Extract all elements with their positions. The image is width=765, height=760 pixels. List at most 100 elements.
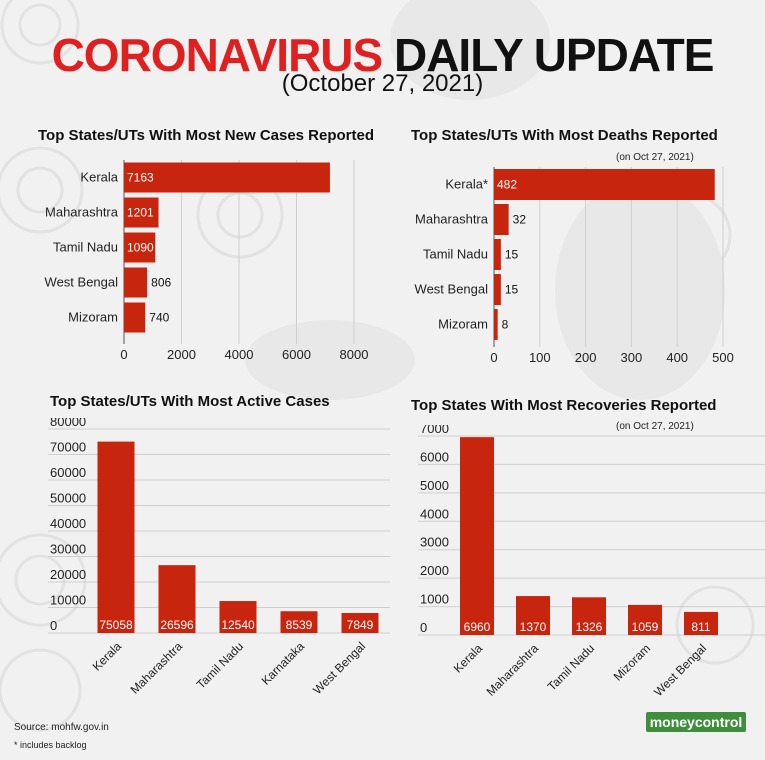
data-label: 806 — [151, 276, 171, 290]
y-tick-label: 10000 — [50, 593, 86, 608]
data-label: 12540 — [221, 618, 255, 632]
x-tick-label: 6000 — [282, 347, 311, 362]
y-tick-label: 0 — [420, 620, 427, 635]
y-tick-label: 50000 — [50, 491, 86, 506]
x-tick-label: 0 — [120, 347, 127, 362]
x-tick-label: 500 — [712, 350, 734, 365]
category-label: West Bengal — [651, 641, 709, 699]
category-label: Tamil Nadu — [545, 641, 597, 693]
data-label: 1326 — [576, 620, 603, 634]
chart-recoveries: 0 1000 2000 3000 4000 5000 6000 7000 6960 Kerala 1… — [418, 425, 765, 699]
x-tick-label: 0 — [490, 350, 497, 365]
data-label: 7849 — [347, 618, 374, 632]
bar — [124, 197, 159, 228]
category-label: Mizoram — [611, 641, 653, 683]
y-tick-label: 6000 — [420, 449, 449, 464]
data-label: 8 — [502, 318, 509, 332]
bar — [124, 267, 148, 298]
chart-deaths-title: Top States/UTs With Most Deaths Reported — [411, 127, 718, 144]
data-label: 1059 — [632, 620, 659, 634]
category-label: Tamil Nadu — [423, 247, 488, 262]
data-label: 75058 — [99, 618, 133, 632]
category-label: Kerala — [451, 641, 486, 676]
bar — [97, 441, 135, 633]
data-label: 32 — [513, 213, 527, 227]
data-label: 26596 — [160, 618, 194, 632]
y-tick-label: 2000 — [420, 563, 449, 578]
data-label: 15 — [505, 283, 519, 297]
bar — [460, 437, 494, 635]
category-label: Mizoram — [438, 317, 488, 332]
y-tick-label: 80000 — [50, 418, 86, 429]
category-label: West Bengal — [415, 282, 489, 297]
category-label: Maharashtra — [128, 639, 186, 697]
y-tick-label: 4000 — [420, 506, 449, 521]
y-tick-label: 20000 — [50, 567, 86, 582]
category-label: Kerala — [90, 639, 125, 674]
x-tick-label: 200 — [575, 350, 597, 365]
y-tick-label: 5000 — [420, 478, 449, 493]
bar — [158, 565, 196, 633]
data-label: 482 — [497, 178, 517, 192]
bar — [219, 601, 257, 633]
y-tick-label: 30000 — [50, 542, 86, 557]
x-tick-label: 2000 — [167, 347, 196, 362]
y-tick-label: 1000 — [420, 592, 449, 607]
chart-new-cases-title: Top States/UTs With Most New Cases Repor… — [38, 127, 375, 144]
bar — [341, 612, 379, 633]
y-tick-label: 7000 — [420, 425, 449, 436]
data-label: 740 — [149, 311, 169, 325]
bar — [494, 204, 509, 235]
category-label: Maharashtra — [484, 641, 542, 699]
page-title: CORONAVIRUS DAILY UPDATE — [0, 28, 765, 82]
category-label: Maharashtra — [415, 212, 489, 227]
title-red-part: CORONAVIRUS — [51, 29, 384, 81]
bar — [124, 302, 146, 333]
chart-active-title: Top States/UTs With Most Active Cases — [50, 393, 330, 410]
moneycontrol-logo: moneycontrol — [646, 712, 746, 732]
y-tick-label: 40000 — [50, 516, 86, 531]
data-label: 15 — [505, 248, 519, 262]
x-tick-label: 8000 — [340, 347, 369, 362]
chart-new-cases: 0 2000 4000 6000 8000 Kerala 7163 Maharashtra 12… — [45, 160, 369, 362]
source-text: Source: mohfw.gov.in — [14, 722, 109, 733]
data-label: 1370 — [520, 620, 547, 634]
bar — [494, 309, 498, 340]
category-label: West Bengal — [45, 275, 119, 290]
category-label: Tamil Nadu — [194, 639, 246, 691]
data-label: 811 — [691, 620, 710, 634]
category-label: Maharashtra — [45, 205, 119, 220]
title-black-part: DAILY UPDATE — [393, 29, 714, 81]
y-tick-label: 0 — [50, 618, 57, 633]
page-date: (October 27, 2021) — [281, 70, 484, 97]
category-label: Karnataka — [259, 639, 308, 688]
x-tick-label: 4000 — [225, 347, 254, 362]
bar — [628, 604, 662, 635]
bar — [280, 611, 318, 633]
x-tick-label: 100 — [529, 350, 551, 365]
bar — [494, 239, 501, 270]
category-label: Tamil Nadu — [53, 240, 118, 255]
category-label: West Bengal — [310, 639, 368, 697]
data-label: 1201 — [127, 206, 154, 220]
y-tick-label: 60000 — [50, 465, 86, 480]
bar — [572, 597, 606, 635]
bar — [494, 169, 715, 200]
category-label: Kerala* — [445, 177, 488, 192]
bar — [124, 232, 156, 263]
chart-active-cases: 0 10000 20000 30000 40000 50000 60000 70000 8000… — [48, 418, 390, 697]
x-tick-label: 400 — [666, 350, 688, 365]
data-label: 6960 — [464, 620, 491, 634]
category-label: Mizoram — [68, 310, 118, 325]
y-tick-label: 3000 — [420, 535, 449, 550]
x-tick-label: 300 — [621, 350, 643, 365]
y-tick-label: 70000 — [50, 440, 86, 455]
bar — [684, 611, 718, 635]
bar — [124, 162, 330, 193]
data-label: 7163 — [127, 171, 154, 185]
data-label: 8539 — [286, 618, 313, 632]
chart-recoveries-note: (on Oct 27, 2021) — [616, 421, 694, 432]
chart-recoveries-title: Top States With Most Recoveries Reported — [411, 397, 717, 414]
category-label: Kerala — [80, 170, 118, 185]
